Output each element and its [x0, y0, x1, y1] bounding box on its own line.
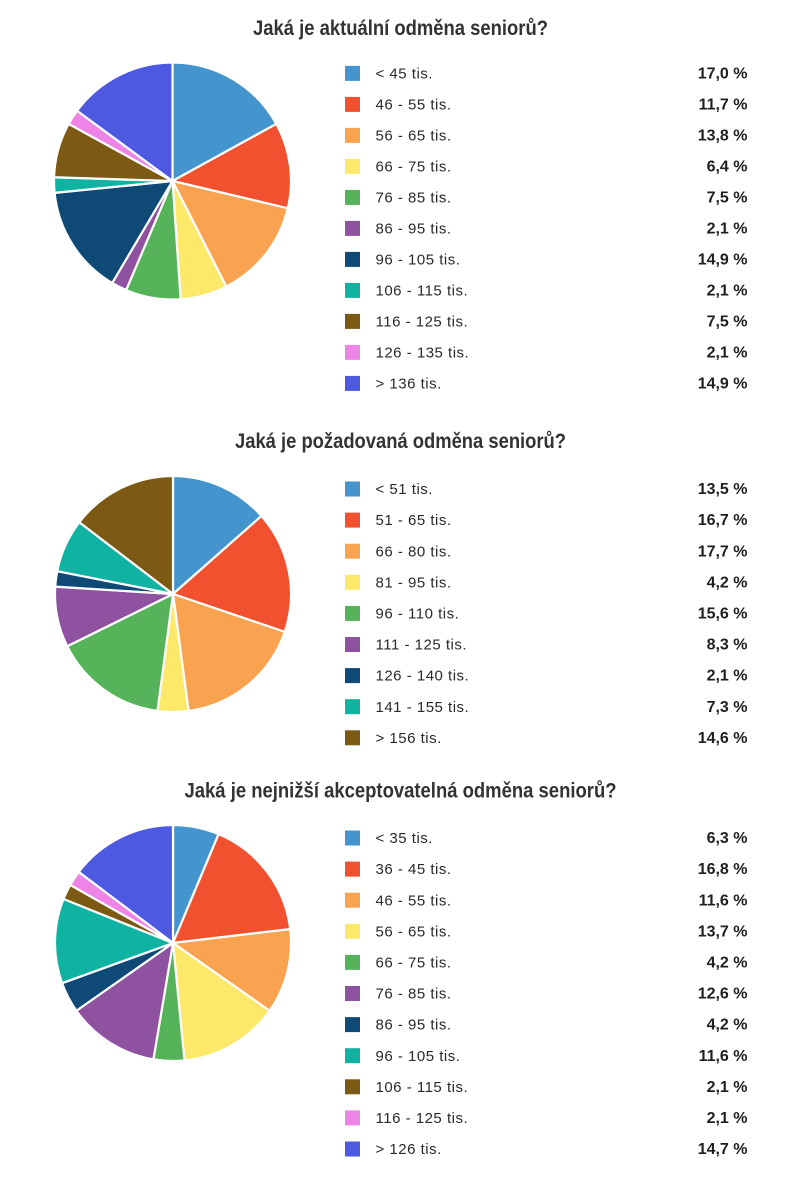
- svg-text:2,1 %: 2,1 %: [707, 221, 748, 238]
- svg-text:14,7 %: 14,7 %: [698, 1141, 748, 1158]
- svg-text:6,3 %: 6,3 %: [707, 830, 748, 847]
- svg-text:4,2 %: 4,2 %: [707, 1017, 748, 1034]
- svg-text:2,1 %: 2,1 %: [707, 1079, 748, 1096]
- svg-text:14,9 %: 14,9 %: [698, 252, 748, 269]
- svg-text:106 - 115 tis.: 106 - 115 tis.: [376, 283, 469, 300]
- svg-text:56 - 65 tis.: 56 - 65 tis.: [376, 128, 452, 145]
- svg-text:46 - 55 tis.: 46 - 55 tis.: [376, 892, 452, 909]
- svg-text:11,6 %: 11,6 %: [699, 892, 748, 909]
- svg-text:96 - 110 tis.: 96 - 110 tis.: [376, 606, 460, 623]
- svg-text:2,1 %: 2,1 %: [707, 345, 748, 362]
- svg-text:12,6 %: 12,6 %: [698, 986, 748, 1003]
- svg-text:7,5 %: 7,5 %: [707, 190, 748, 207]
- svg-text:56 - 65 tis.: 56 - 65 tis.: [376, 923, 452, 940]
- svg-text:126 - 140 tis.: 126 - 140 tis.: [376, 668, 470, 685]
- svg-text:76 - 85 tis.: 76 - 85 tis.: [376, 190, 452, 207]
- svg-text:16,8 %: 16,8 %: [698, 861, 748, 878]
- svg-text:Jaká je požadovaná odměna seni: Jaká je požadovaná odměna seniorů?: [235, 429, 566, 453]
- svg-text:116 - 125 tis.: 116 - 125 tis.: [376, 314, 469, 331]
- svg-text:141 - 155 tis.: 141 - 155 tis.: [376, 699, 470, 716]
- svg-text:2,1 %: 2,1 %: [707, 668, 748, 685]
- svg-text:36 - 45 tis.: 36 - 45 tis.: [376, 861, 452, 878]
- svg-text:46 - 55 tis.: 46 - 55 tis.: [376, 97, 452, 114]
- svg-text:13,7 %: 13,7 %: [698, 923, 748, 940]
- svg-text:51 - 65 tis.: 51 - 65 tis.: [376, 512, 452, 529]
- svg-text:> 136 tis.: > 136 tis.: [376, 376, 442, 393]
- svg-text:66 - 75 tis.: 66 - 75 tis.: [376, 159, 452, 176]
- svg-text:14,6 %: 14,6 %: [698, 730, 748, 747]
- svg-text:66 - 80 tis.: 66 - 80 tis.: [376, 543, 452, 560]
- svg-text:16,7 %: 16,7 %: [698, 512, 748, 529]
- svg-text:< 51 tis.: < 51 tis.: [376, 481, 433, 498]
- svg-text:4,2 %: 4,2 %: [707, 574, 748, 591]
- svg-text:15,6 %: 15,6 %: [698, 606, 748, 623]
- svg-text:111 - 125 tis.: 111 - 125 tis.: [376, 637, 468, 654]
- svg-text:11,6 %: 11,6 %: [699, 1048, 748, 1065]
- svg-text:> 156 tis.: > 156 tis.: [376, 730, 442, 747]
- svg-text:> 126 tis.: > 126 tis.: [376, 1141, 442, 1158]
- svg-text:126 - 135 tis.: 126 - 135 tis.: [376, 345, 470, 362]
- svg-text:86 - 95 tis.: 86 - 95 tis.: [376, 221, 452, 238]
- svg-text:17,0 %: 17,0 %: [698, 66, 748, 83]
- svg-text:< 45 tis.: < 45 tis.: [376, 66, 433, 83]
- svg-text:7,3 %: 7,3 %: [707, 699, 748, 716]
- svg-text:13,5 %: 13,5 %: [698, 481, 748, 498]
- svg-text:7,5 %: 7,5 %: [707, 314, 748, 331]
- svg-text:Jaká je aktuální odměna senior: Jaká je aktuální odměna seniorů?: [253, 16, 548, 40]
- svg-text:17,7 %: 17,7 %: [698, 543, 748, 560]
- svg-text:86 - 95 tis.: 86 - 95 tis.: [376, 1017, 452, 1034]
- svg-text:14,9 %: 14,9 %: [698, 376, 748, 393]
- svg-text:2,1 %: 2,1 %: [707, 283, 748, 300]
- svg-text:11,7 %: 11,7 %: [699, 97, 748, 114]
- svg-text:76 - 85 tis.: 76 - 85 tis.: [376, 986, 452, 1003]
- svg-text:96 - 105 tis.: 96 - 105 tis.: [376, 252, 461, 269]
- svg-text:96 - 105 tis.: 96 - 105 tis.: [376, 1048, 461, 1065]
- svg-text:Jaká je nejnižší akceptovateln: Jaká je nejnižší akceptovatelná odměna s…: [185, 778, 617, 802]
- svg-text:4,2 %: 4,2 %: [707, 955, 748, 972]
- svg-text:81 - 95 tis.: 81 - 95 tis.: [376, 574, 452, 591]
- svg-text:8,3 %: 8,3 %: [707, 637, 748, 654]
- svg-text:6,4 %: 6,4 %: [707, 159, 748, 176]
- svg-text:< 35 tis.: < 35 tis.: [376, 830, 433, 847]
- svg-text:13,8 %: 13,8 %: [698, 128, 748, 145]
- svg-text:116 - 125 tis.: 116 - 125 tis.: [376, 1110, 469, 1127]
- svg-text:2,1 %: 2,1 %: [707, 1110, 748, 1127]
- svg-text:66 - 75 tis.: 66 - 75 tis.: [376, 955, 452, 972]
- svg-text:106 - 115 tis.: 106 - 115 tis.: [376, 1079, 469, 1096]
